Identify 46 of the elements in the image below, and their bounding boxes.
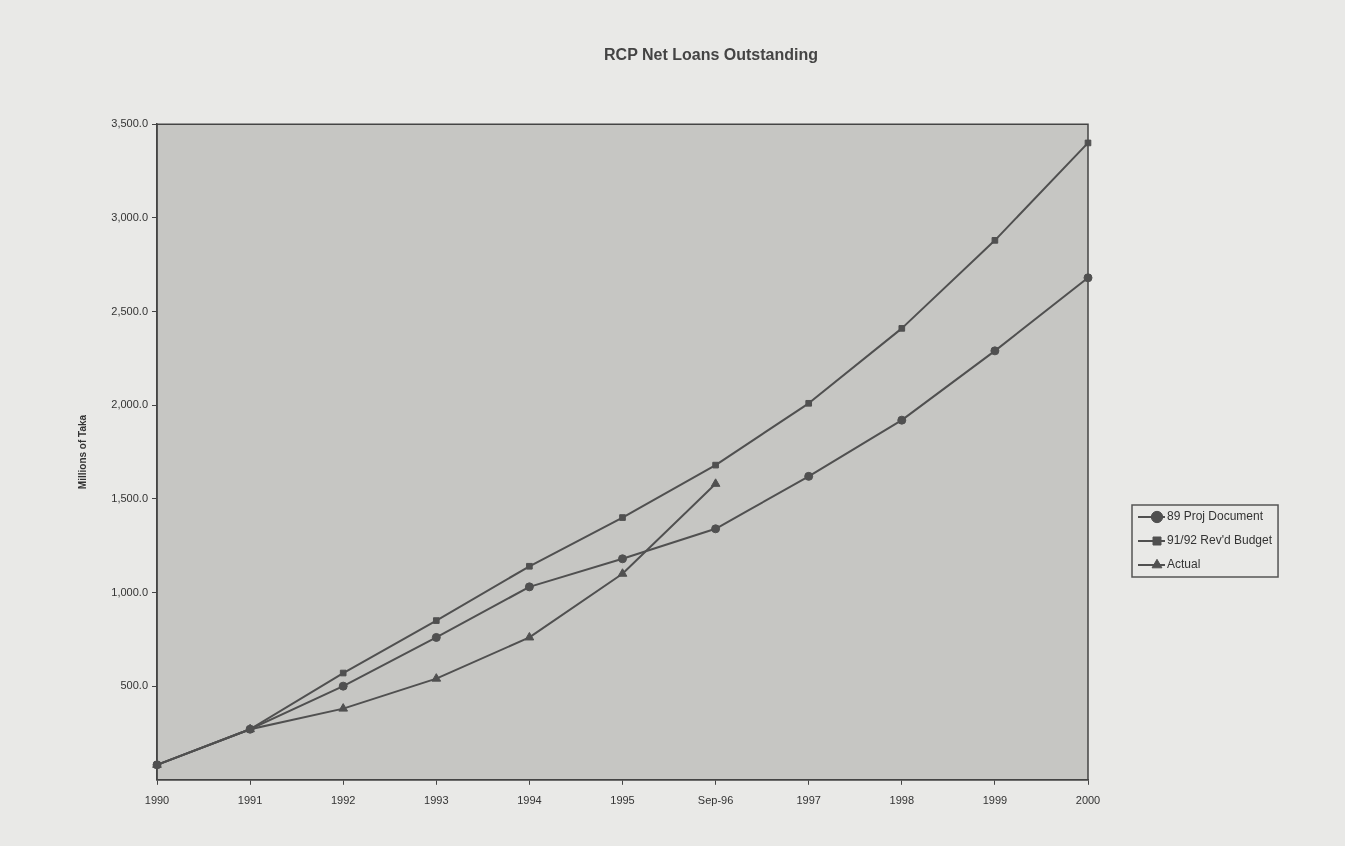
point	[991, 237, 999, 244]
y-tick-label: 2,000.0	[111, 398, 148, 411]
x-tick-label: 1999	[982, 794, 1008, 807]
point	[897, 415, 907, 425]
point	[432, 617, 440, 624]
legend-label: 89 Proj Document	[1167, 509, 1264, 524]
x-tick-label: 1997	[796, 794, 821, 807]
point	[1083, 273, 1093, 283]
point	[524, 582, 534, 592]
chart-title: RCP Net Loans Outstanding	[604, 46, 818, 64]
point	[617, 568, 628, 577]
x-tick-label: 1998	[889, 794, 915, 807]
y-tick-label: 3,000.0	[111, 210, 148, 223]
point	[990, 346, 1000, 356]
x-tick-label: 2000	[1075, 794, 1101, 807]
point	[805, 399, 813, 407]
point	[338, 681, 348, 691]
x-tick-label: 1990	[144, 794, 170, 807]
x-tick-label: 1995	[610, 794, 635, 807]
point	[431, 632, 441, 642]
point	[338, 703, 349, 712]
point	[619, 514, 626, 521]
point	[524, 631, 535, 641]
point	[712, 461, 719, 469]
y-tick-label: 500.0	[120, 679, 148, 692]
point	[339, 669, 347, 677]
point	[711, 524, 721, 534]
point	[804, 471, 814, 481]
legend-label: 91/92 Rev'd Budget	[1167, 533, 1273, 548]
point	[898, 325, 906, 332]
x-tick-label: 1994	[517, 794, 542, 807]
y-tick-label: 3,500.0	[111, 117, 148, 130]
y-tick-label: 2,500.0	[111, 304, 148, 317]
y-tick-label: 1,500.0	[111, 491, 148, 504]
point	[1084, 139, 1092, 147]
point	[618, 554, 627, 564]
point	[431, 673, 442, 682]
x-tick-label: 1993	[424, 794, 449, 807]
point	[710, 478, 721, 487]
y-tick-label: 1,000.0	[111, 585, 148, 598]
point	[526, 562, 533, 570]
y-axis-title: Millions of Taka	[76, 414, 88, 490]
legend-label: Actual	[1167, 557, 1201, 572]
x-tick-label: 1992	[330, 794, 356, 807]
x-tick-label: 1991	[237, 794, 263, 807]
x-tick-label: Sep-96	[697, 794, 734, 807]
